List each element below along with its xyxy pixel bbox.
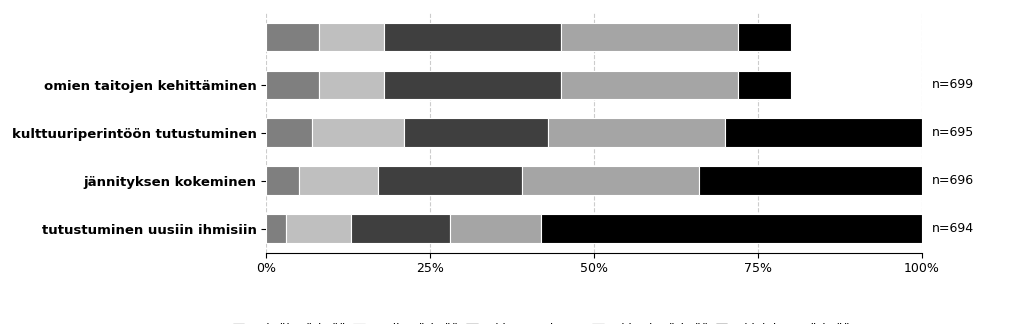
Bar: [522, 167, 698, 195]
Bar: [548, 119, 725, 147]
Text: n=696: n=696: [932, 174, 974, 187]
Bar: [725, 119, 922, 147]
Bar: [384, 71, 561, 99]
Bar: [403, 119, 548, 147]
Bar: [318, 23, 384, 51]
Bar: [312, 119, 403, 147]
Bar: [738, 71, 791, 99]
Bar: [738, 23, 791, 51]
Bar: [266, 119, 312, 147]
Bar: [266, 71, 318, 99]
Bar: [384, 23, 561, 51]
Bar: [318, 71, 384, 99]
Bar: [266, 23, 318, 51]
Bar: [299, 167, 378, 195]
Bar: [698, 167, 922, 195]
Text: n=695: n=695: [932, 126, 974, 139]
Text: n=699: n=699: [932, 78, 974, 91]
Legend: erittäin tärkeää, melko tärkeää, ei kumpaakaaan, ei kovin tärkeää, ei lainkaan t: erittäin tärkeää, melko tärkeää, ei kump…: [228, 318, 855, 324]
Bar: [266, 214, 286, 243]
Text: n=694: n=694: [932, 222, 974, 235]
Bar: [561, 71, 738, 99]
Bar: [542, 214, 922, 243]
Bar: [351, 214, 450, 243]
Bar: [450, 214, 542, 243]
Bar: [266, 167, 299, 195]
Bar: [378, 167, 522, 195]
Bar: [286, 214, 351, 243]
Bar: [561, 23, 738, 51]
